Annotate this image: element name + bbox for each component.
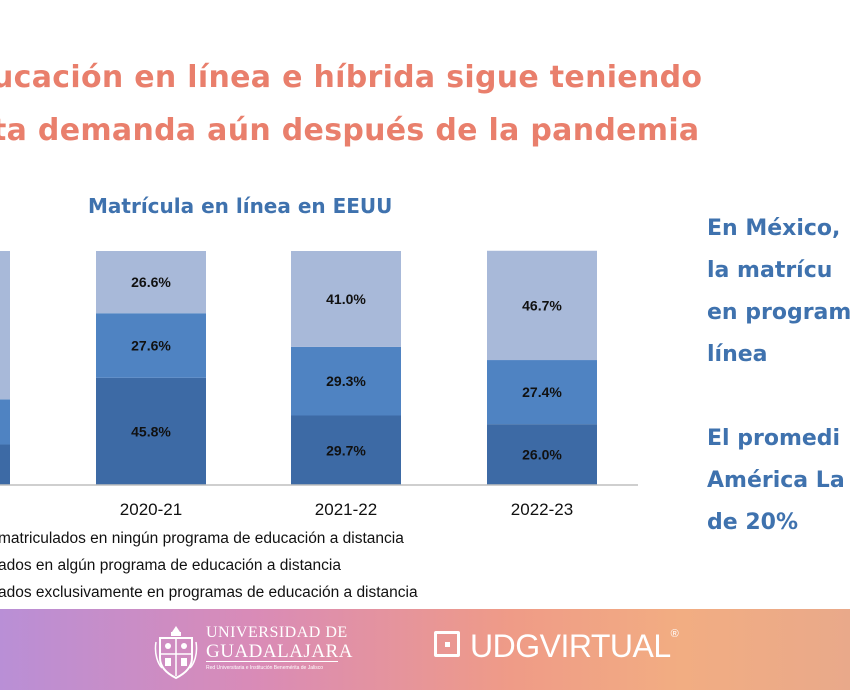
bar-segment [291, 346, 401, 416]
udgvirtual-brand: UDGVIRTUAL® [470, 628, 679, 665]
bar-segment [96, 313, 206, 378]
side-text-line-6: América La [707, 468, 845, 493]
data-label: 26.6% [131, 274, 171, 290]
bar-segment [96, 377, 206, 485]
data-label: 29.3% [326, 373, 366, 389]
slide-title-line-1: ucación en línea e híbrida sigue teniend… [0, 60, 703, 95]
legend-label: ados en algún programa de educación a di… [0, 557, 341, 574]
x-tick-label: 2021-22 [315, 500, 377, 519]
data-label: 45.8% [131, 423, 171, 439]
side-text-line-7: de 20% [707, 510, 798, 535]
chart-title: Matrícula en línea en EEUU [88, 194, 393, 218]
side-text-line-3: en program [707, 300, 850, 325]
legend-item-exclusive: ados exclusivamente en programas de educ… [0, 584, 418, 602]
data-label: 27.6% [131, 338, 171, 354]
side-text-line-4: línea [707, 342, 768, 367]
bar-segment [487, 250, 597, 361]
bar-segment [291, 251, 401, 347]
bar-segment [0, 444, 10, 485]
data-label: 29.7% [326, 442, 366, 458]
university-name-line-1: UNIVERSIDAD DE [206, 624, 348, 641]
university-divider [206, 661, 338, 662]
legend-label: matriculados en ningún programa de educa… [0, 530, 404, 547]
side-text-line-5: El promedi [707, 426, 841, 451]
bar-segment [96, 251, 206, 314]
x-tick-label: 2020-21 [120, 500, 182, 519]
data-label: 46.7% [522, 297, 562, 313]
university-name: UNIVERSIDAD DE GUADALAJARA [206, 624, 353, 662]
data-label: 41.0% [326, 291, 366, 307]
side-text-line-1: En México, [707, 216, 841, 241]
data-label: 27.4% [522, 384, 562, 400]
bar-segment [0, 251, 10, 400]
stacked-bar-chart: 2019-2045.8%27.6%26.6%2020-2129.7%29.3%4… [0, 250, 638, 519]
university-tagline: Red Universitaria e Institución Beneméri… [206, 665, 323, 671]
data-label: 26.0% [522, 447, 562, 463]
legend-item-some: ados en algún programa de educación a di… [0, 557, 341, 575]
registered-mark: ® [670, 628, 679, 640]
footer-banner: UNIVERSIDAD DE GUADALAJARA Red Universit… [0, 609, 850, 690]
udgvirtual-logo-icon [434, 631, 460, 657]
x-tick-label: 2022-23 [511, 500, 573, 519]
udgvirtual-brand-text: UDGVIRTUAL [470, 628, 671, 664]
bar-segment [291, 415, 401, 485]
side-text-line-2: la matrícu [707, 258, 833, 283]
legend-item-none: matriculados en ningún programa de educa… [0, 530, 404, 548]
bar-segment [487, 424, 597, 485]
legend-label: ados exclusivamente en programas de educ… [0, 584, 418, 601]
university-crest-icon [154, 626, 198, 680]
bar-segment [487, 360, 597, 425]
slide-title-line-2: ta demanda aún después de la pandemia [0, 113, 700, 148]
university-name-line-2: GUADALAJARA [206, 641, 353, 662]
bar-segment [0, 399, 10, 445]
